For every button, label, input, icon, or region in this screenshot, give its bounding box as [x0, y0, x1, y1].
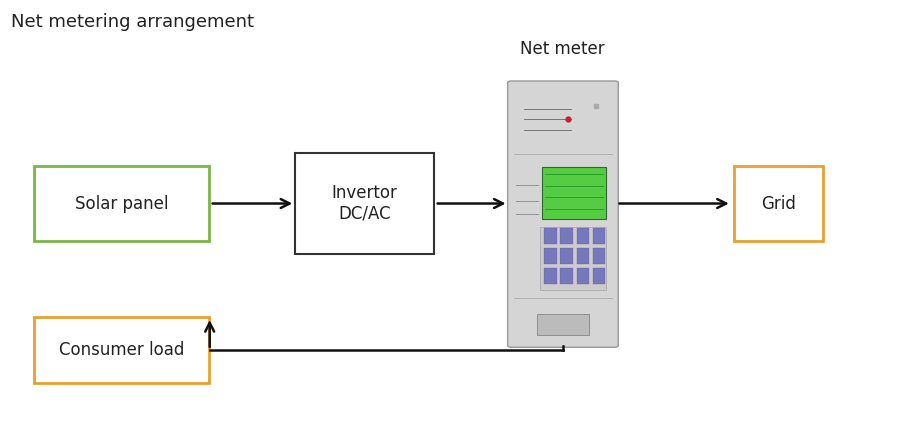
FancyBboxPatch shape: [508, 81, 618, 347]
FancyBboxPatch shape: [34, 317, 209, 382]
FancyBboxPatch shape: [295, 153, 435, 254]
Text: Solar panel: Solar panel: [75, 195, 168, 212]
FancyBboxPatch shape: [561, 248, 572, 264]
Text: Consumer load: Consumer load: [58, 341, 184, 359]
FancyBboxPatch shape: [561, 268, 572, 284]
FancyBboxPatch shape: [544, 228, 556, 244]
FancyBboxPatch shape: [34, 167, 209, 241]
Text: Grid: Grid: [761, 195, 796, 212]
FancyBboxPatch shape: [544, 248, 556, 264]
Text: Net meter: Net meter: [520, 40, 605, 58]
FancyBboxPatch shape: [561, 228, 572, 244]
Text: Net metering arrangement: Net metering arrangement: [11, 13, 254, 31]
FancyBboxPatch shape: [593, 228, 606, 244]
Text: Invertor
DC/AC: Invertor DC/AC: [331, 184, 398, 223]
FancyBboxPatch shape: [537, 314, 589, 335]
FancyBboxPatch shape: [593, 248, 606, 264]
FancyBboxPatch shape: [734, 167, 824, 241]
FancyBboxPatch shape: [577, 248, 589, 264]
FancyBboxPatch shape: [577, 228, 589, 244]
FancyBboxPatch shape: [542, 167, 607, 219]
FancyBboxPatch shape: [593, 268, 606, 284]
FancyBboxPatch shape: [544, 268, 556, 284]
FancyBboxPatch shape: [577, 268, 589, 284]
FancyBboxPatch shape: [540, 227, 607, 290]
